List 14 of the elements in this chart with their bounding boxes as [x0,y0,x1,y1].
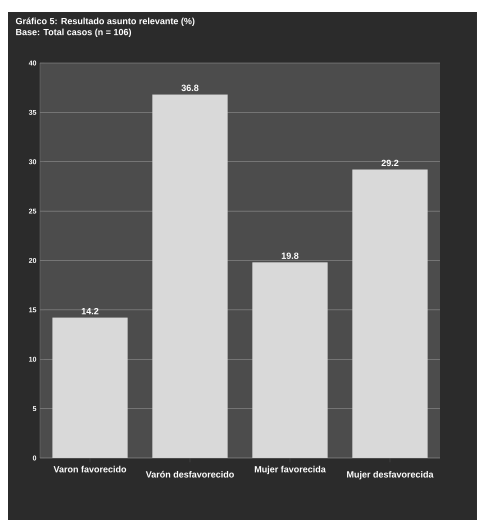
bar [252,262,328,458]
bar [52,318,128,458]
x-tick-label: Varón desfavorecido [146,470,234,478]
data-label: 36.8 [181,84,198,92]
bar [352,169,428,458]
data-label: 29.2 [382,160,398,166]
bar [152,94,228,458]
x-tick-label: Mujer desfavorecida [347,470,434,480]
chart-title: Gráfico 5: Resultado asunto relevante (%) [16,18,194,26]
chart-subtitle: Base: Total casos (n = 106) [16,28,132,38]
x-tick-label: Mujer favorecida [254,466,326,474]
data-label: 19.8 [282,252,298,259]
x-tick-label: Varon favorecido [54,466,126,472]
data-label: 14.2 [82,308,98,314]
